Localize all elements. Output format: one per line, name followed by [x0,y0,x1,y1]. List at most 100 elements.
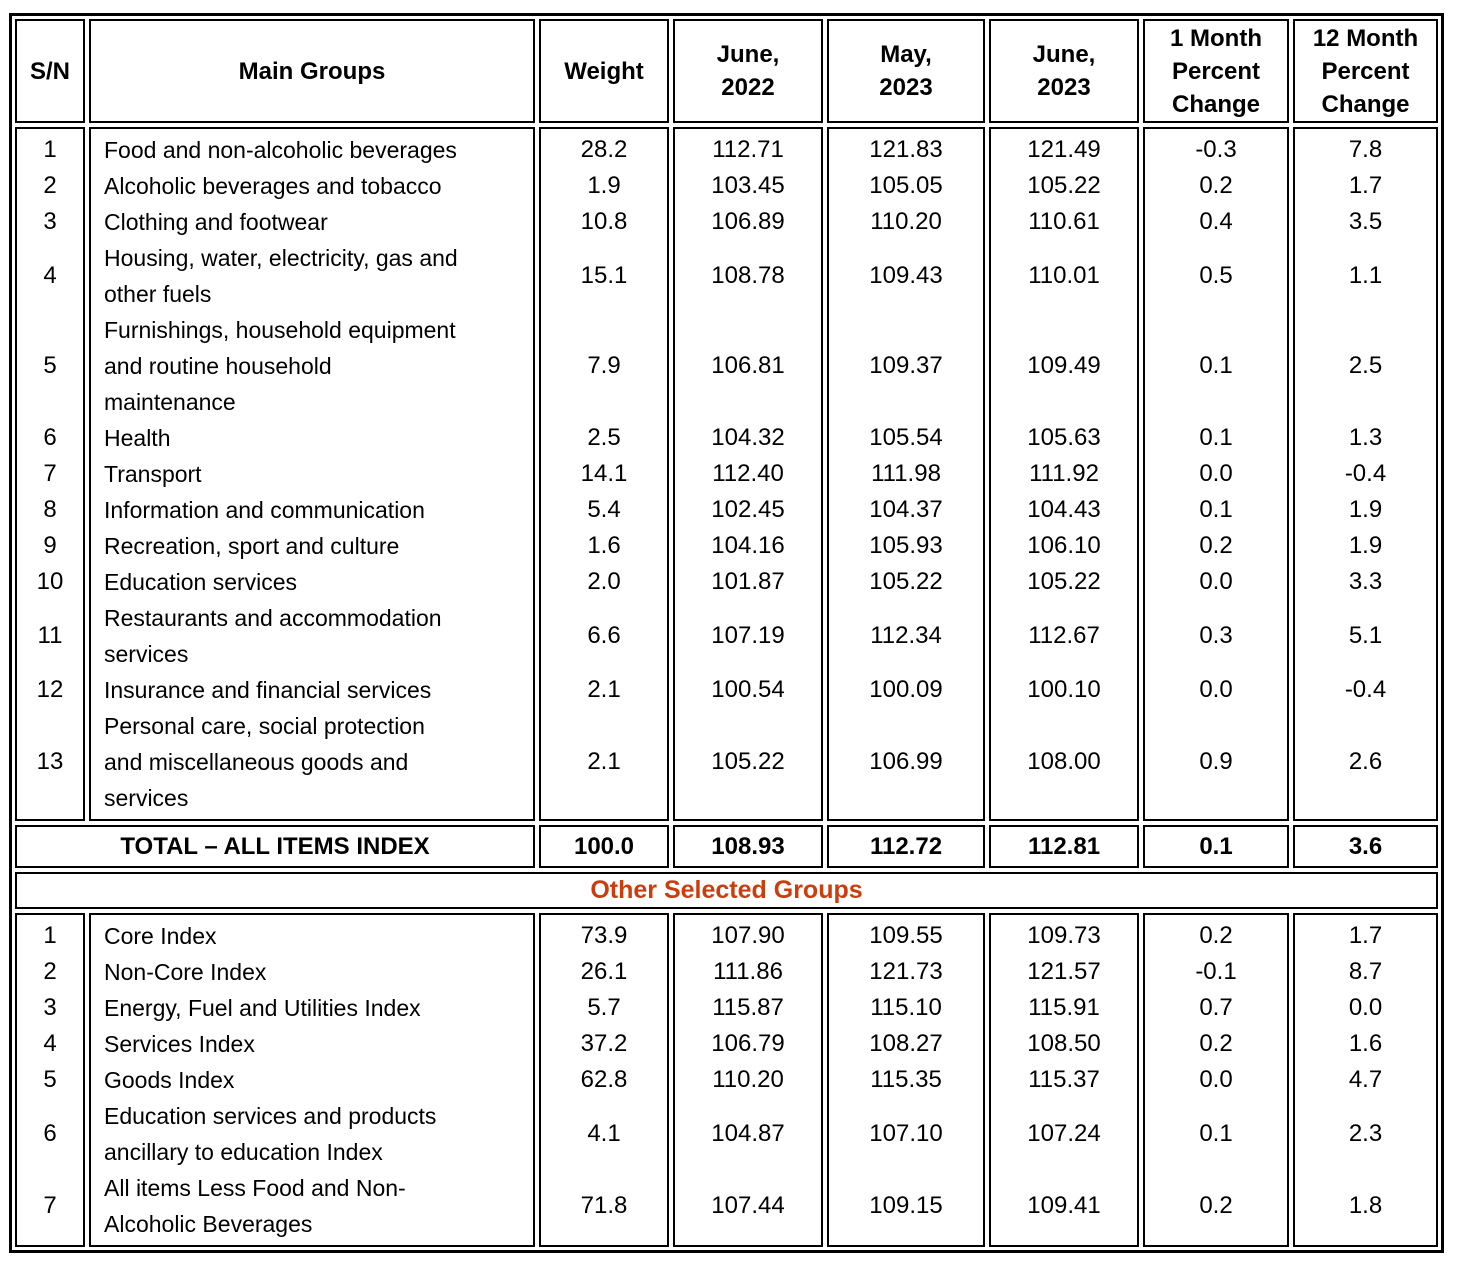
value-cell: 2.5 [1348,352,1383,379]
column-header-12-month-change: 12 Month Percent Change [1293,19,1438,123]
june-2022-column: 107.90 111.86 115.87 106.79 110.20 104.87 107.… [673,913,823,1247]
value-cell: 105.93 [869,532,943,559]
value-cell: 102.45 [711,496,785,523]
value-cell: -0.4 [1344,676,1387,703]
value-cell: 100.09 [869,676,943,703]
row-number: 1 [43,922,57,949]
value-cell: 2.1 [587,748,621,775]
column-header-main-groups: Main Groups [89,19,535,123]
june-2022-column: 112.71 103.45 106.89 108.78 106.81 104.32 112.… [673,127,823,821]
value-cell: 3.5 [1348,208,1383,235]
value-cell: 108.78 [711,262,785,289]
group-label: Recreation, sport and culture [104,533,400,559]
value-cell: 0.0 [1199,460,1233,487]
value-cell: 104.87 [711,1120,785,1147]
value-cell: 37.2 [580,1030,628,1057]
value-cell: 2.0 [587,568,621,595]
group-label: Housing, water, electricity, gas and oth… [104,245,458,307]
value-cell: 71.8 [580,1192,628,1219]
group-label: Core Index [104,923,217,949]
row-number: 4 [43,262,57,289]
row-number: 11 [37,622,63,649]
value-cell: 2.5 [587,424,621,451]
12-month-change-column: 7.8 1.7 3.5 1.1 2.5 1.3 -0.4 1.9 1.9 3.3 5.1 -0.4 2.… [1293,127,1438,821]
value-cell: 115.35 [870,1066,942,1093]
value-cell: 15.1 [580,262,628,289]
row-number: 2 [43,172,57,199]
1-month-change-column: -0.3 0.2 0.4 0.5 0.1 0.1 0.0 0.1 0.2 0.0 0.3 0.0 0.9 [1143,127,1289,821]
value-cell: 1.9 [1348,496,1383,523]
group-label: Restaurants and accommodation services [104,605,442,667]
group-label: Clothing and footwear [104,209,328,235]
group-label: Insurance and financial services [104,677,432,703]
value-cell: 107.44 [711,1192,785,1219]
value-cell: -0.4 [1344,460,1387,487]
row-number: 6 [43,424,57,451]
other-groups-body: 1 2 3 4 5 6 7 Core Index Non-Core Index Energy, … [15,913,1438,1247]
other-groups-column: Core Index Non-Core Index Energy, Fuel and… [89,913,535,1247]
value-cell: 5.1 [1348,622,1383,649]
value-cell: 0.0 [1199,676,1233,703]
value-cell: 109.55 [869,922,943,949]
value-cell: 0.0 [1348,994,1383,1021]
value-cell: 4.7 [1348,1066,1383,1093]
value-cell: 8.7 [1348,958,1383,985]
value-cell: 107.90 [711,922,785,949]
value-cell: 100.54 [711,676,785,703]
group-label: Health [104,425,171,451]
group-label: Information and communication [104,497,425,523]
value-cell: 121.83 [869,136,943,163]
value-cell: 14.1 [580,460,628,487]
main-groups-body: 1 2 3 4 5 6 7 8 9 10 11 12 13 Food and non-alcoholic… [15,127,1438,821]
value-cell: 6.6 [587,622,621,649]
group-label: Transport [104,461,202,487]
value-cell: 0.1 [1199,1120,1233,1147]
value-cell: 109.41 [1027,1192,1101,1219]
row-number: 12 [36,676,64,703]
value-cell: 115.37 [1028,1066,1100,1093]
value-cell: 105.22 [1027,568,1101,595]
value-cell: 0.3 [1199,622,1233,649]
total-1-month-change: 0.1 [1143,825,1289,868]
group-label: Food and non-alcoholic beverages [104,137,457,163]
value-cell: 5.7 [587,994,621,1021]
value-cell: 109.73 [1027,922,1101,949]
value-cell: 110.20 [870,208,942,235]
value-cell: 109.43 [869,262,943,289]
value-cell: 106.99 [869,748,943,775]
column-header-sn: S/N [15,19,85,123]
weight-column: 73.9 26.1 5.7 37.2 62.8 4.1 71.8 [539,913,669,1247]
value-cell: 108.50 [1027,1030,1101,1057]
value-cell: 121.57 [1027,958,1101,985]
group-label: Non-Core Index [104,959,267,985]
total-june-2022: 108.93 [673,825,823,868]
group-label: Personal care, social protection and mis… [104,713,425,811]
value-cell: 115.91 [1028,994,1100,1021]
value-cell: 7.8 [1348,136,1383,163]
value-cell: 110.61 [1028,208,1100,235]
value-cell: 2.6 [1348,748,1383,775]
row-number: 10 [36,568,64,595]
value-cell: 3.3 [1348,568,1383,595]
value-cell: 107.19 [711,622,785,649]
value-cell: 0.0 [1199,1066,1233,1093]
value-cell: 109.15 [869,1192,943,1219]
cpi-index-table: S/N Main Groups Weight June, 2022 May, 2… [9,13,1444,1253]
value-cell: 111.86 [713,958,783,985]
value-cell: 4.1 [587,1120,621,1147]
main-groups-column: Food and non-alcoholic beverages Alcoholi… [89,127,535,821]
value-cell: 111.98 [871,460,941,487]
value-cell: 105.05 [869,172,943,199]
value-cell: 2.1 [587,676,621,703]
value-cell: 0.5 [1199,262,1233,289]
value-cell: 109.49 [1027,352,1101,379]
value-cell: 5.4 [587,496,621,523]
value-cell: 105.22 [711,748,785,775]
12-month-change-column: 1.7 8.7 0.0 1.6 4.7 2.3 1.8 [1293,913,1438,1247]
row-number: 7 [43,460,57,487]
row-number: 6 [43,1120,57,1147]
value-cell: 105.22 [869,568,943,595]
value-cell: 104.37 [869,496,943,523]
column-header-weight: Weight [539,19,669,123]
section-title-row: Other Selected Groups [15,872,1438,909]
